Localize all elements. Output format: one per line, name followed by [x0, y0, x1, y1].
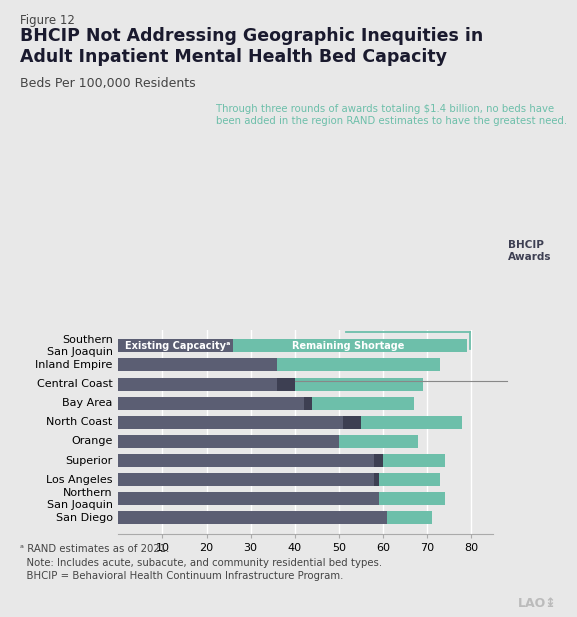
Text: Existing Capcacityᵃ: Existing Capcacityᵃ	[125, 341, 230, 351]
Bar	[233, 339, 467, 352]
Bar	[118, 492, 379, 505]
Bar	[374, 454, 383, 467]
Bar	[118, 473, 374, 486]
Text: Through three rounds of awards totaling $1.4 billion, no beds have
been added in: Through three rounds of awards totaling …	[216, 104, 568, 126]
Bar	[118, 416, 343, 429]
Text: LAO↨: LAO↨	[518, 597, 557, 610]
Bar	[361, 416, 462, 429]
Bar	[387, 511, 432, 524]
Text: BHCIP
Awards: BHCIP Awards	[508, 240, 551, 262]
Text: Remaining Shortage: Remaining Shortage	[291, 341, 404, 351]
Bar	[295, 378, 423, 391]
Text: BHCIP = Behavioral Health Continuum Infrastructure Program.: BHCIP = Behavioral Health Continuum Infr…	[20, 571, 343, 581]
Text: Beds Per 100,000 Residents: Beds Per 100,000 Residents	[20, 77, 196, 90]
Bar	[118, 435, 339, 448]
Text: Figure 12: Figure 12	[20, 14, 75, 27]
Bar	[277, 358, 440, 371]
Bar	[277, 378, 295, 391]
Bar	[374, 473, 379, 486]
Text: BHCIP Not Addressing Geographic Inequities in
Adult Inpatient Mental Health Bed : BHCIP Not Addressing Geographic Inequiti…	[20, 27, 484, 66]
Bar	[339, 435, 418, 448]
Bar	[343, 416, 361, 429]
Bar	[118, 511, 387, 524]
Text: Note: Includes acute, subacute, and community residential bed types.: Note: Includes acute, subacute, and comm…	[20, 558, 383, 568]
Bar	[118, 358, 277, 371]
Text: ᵃ RAND estimates as of 2021.: ᵃ RAND estimates as of 2021.	[20, 544, 170, 554]
Bar	[379, 492, 445, 505]
Bar	[379, 473, 440, 486]
Bar	[304, 397, 312, 410]
Bar	[118, 397, 304, 410]
Bar	[312, 397, 414, 410]
Bar	[118, 339, 233, 352]
Bar	[118, 378, 277, 391]
Bar	[118, 454, 374, 467]
Bar	[383, 454, 445, 467]
